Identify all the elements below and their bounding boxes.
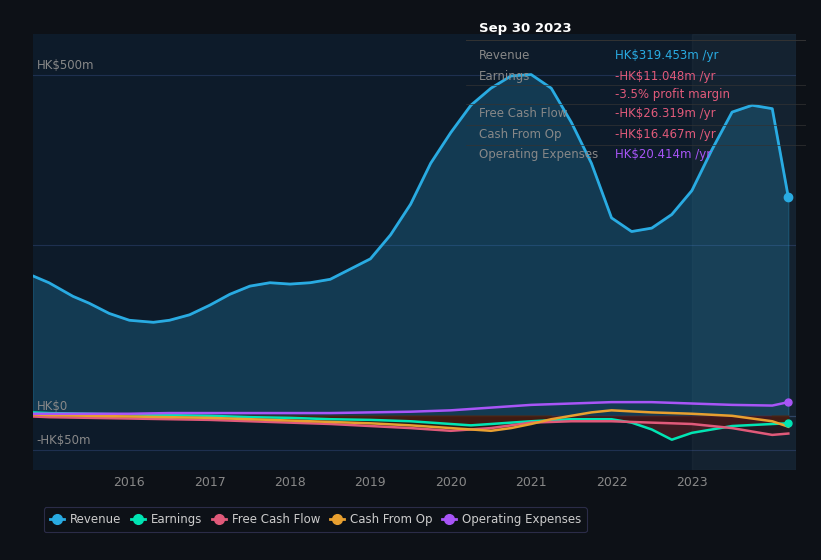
Text: -HK$26.319m /yr: -HK$26.319m /yr	[616, 107, 716, 120]
Text: HK$0: HK$0	[37, 400, 68, 413]
Text: -3.5% profit margin: -3.5% profit margin	[616, 88, 731, 101]
Text: Free Cash Flow: Free Cash Flow	[479, 107, 567, 120]
Bar	[692, 34, 796, 470]
Text: Operating Expenses: Operating Expenses	[479, 148, 599, 161]
Text: -HK$16.467m /yr: -HK$16.467m /yr	[616, 128, 716, 141]
Text: HK$500m: HK$500m	[37, 59, 94, 72]
Text: Revenue: Revenue	[479, 49, 530, 62]
Text: -HK$11.048m /yr: -HK$11.048m /yr	[616, 70, 716, 83]
Text: HK$20.414m /yr: HK$20.414m /yr	[616, 148, 712, 161]
Text: Earnings: Earnings	[479, 70, 530, 83]
Text: -HK$50m: -HK$50m	[37, 434, 91, 447]
Legend: Revenue, Earnings, Free Cash Flow, Cash From Op, Operating Expenses: Revenue, Earnings, Free Cash Flow, Cash …	[44, 507, 587, 532]
Text: Sep 30 2023: Sep 30 2023	[479, 22, 571, 35]
Text: HK$319.453m /yr: HK$319.453m /yr	[616, 49, 719, 62]
Text: Cash From Op: Cash From Op	[479, 128, 562, 141]
